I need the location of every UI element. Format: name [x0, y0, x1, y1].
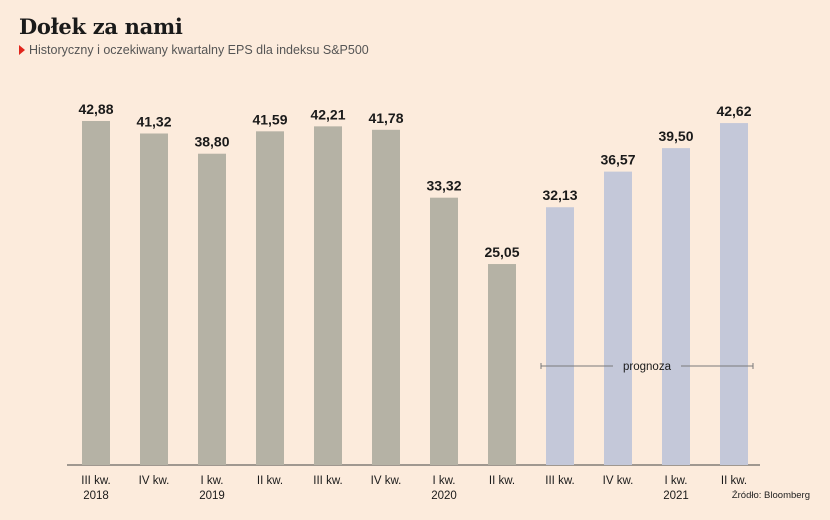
- data-label-6: 41,78: [368, 110, 403, 126]
- x-tick-label-2: IV kw.: [139, 475, 170, 487]
- bar-12: [720, 123, 748, 466]
- chart-subtitle-text: Historyczny i oczekiwany kwartalny EPS d…: [29, 43, 369, 57]
- data-label-2: 41,32: [136, 114, 171, 130]
- x-tick-label-4: II kw.: [257, 475, 283, 487]
- data-label-12: 42,62: [716, 103, 751, 119]
- bar-1: [82, 120, 110, 466]
- bar-4: [256, 131, 284, 465]
- x-tick-label-3: I kw.: [200, 475, 223, 487]
- x-tick-label-6: IV kw.: [371, 475, 402, 487]
- data-label-10: 36,57: [600, 152, 635, 168]
- x-tick-label-12: II kw.: [721, 475, 747, 487]
- bar-10: [604, 171, 632, 465]
- x-tick-label-1: III kw.: [81, 475, 110, 487]
- x-tick-label-7: I kw.: [432, 475, 455, 487]
- x-tick-label-5: III kw.: [313, 475, 342, 487]
- data-label-8: 25,05: [484, 244, 519, 260]
- data-label-4: 41,59: [252, 111, 287, 127]
- data-label-5: 42,21: [310, 106, 345, 122]
- bar-9: [546, 207, 574, 465]
- bar-6: [372, 129, 400, 465]
- x-tick-label-8: II kw.: [489, 475, 515, 487]
- data-label-3: 38,80: [194, 134, 229, 150]
- x-tick-year-3: 2019: [199, 490, 225, 502]
- chart-title: Dołek za nami: [19, 14, 183, 39]
- bar-2: [140, 133, 168, 465]
- bar-7: [430, 197, 458, 465]
- data-label-7: 33,32: [426, 178, 461, 194]
- x-tick-year-11: 2021: [663, 490, 689, 502]
- triangle-marker-icon: [19, 45, 25, 55]
- data-label-9: 32,13: [542, 187, 577, 203]
- data-label-11: 39,50: [658, 128, 693, 144]
- source-note: Źródło: Bloomberg: [731, 490, 810, 501]
- x-tick-label-9: III kw.: [545, 475, 574, 487]
- x-tick-label-10: IV kw.: [603, 475, 634, 487]
- bar-3: [198, 153, 226, 465]
- chart-subtitle: Historyczny i oczekiwany kwartalny EPS d…: [19, 43, 369, 57]
- bar-5: [314, 126, 342, 465]
- x-tick-label-11: I kw.: [664, 475, 687, 487]
- forecast-label: prognoza: [623, 361, 672, 373]
- x-tick-year-7: 2020: [431, 490, 457, 502]
- x-tick-year-1: 2018: [83, 490, 109, 502]
- data-label-1: 42,88: [78, 101, 113, 117]
- bar-8: [488, 264, 516, 465]
- bar-11: [662, 148, 690, 465]
